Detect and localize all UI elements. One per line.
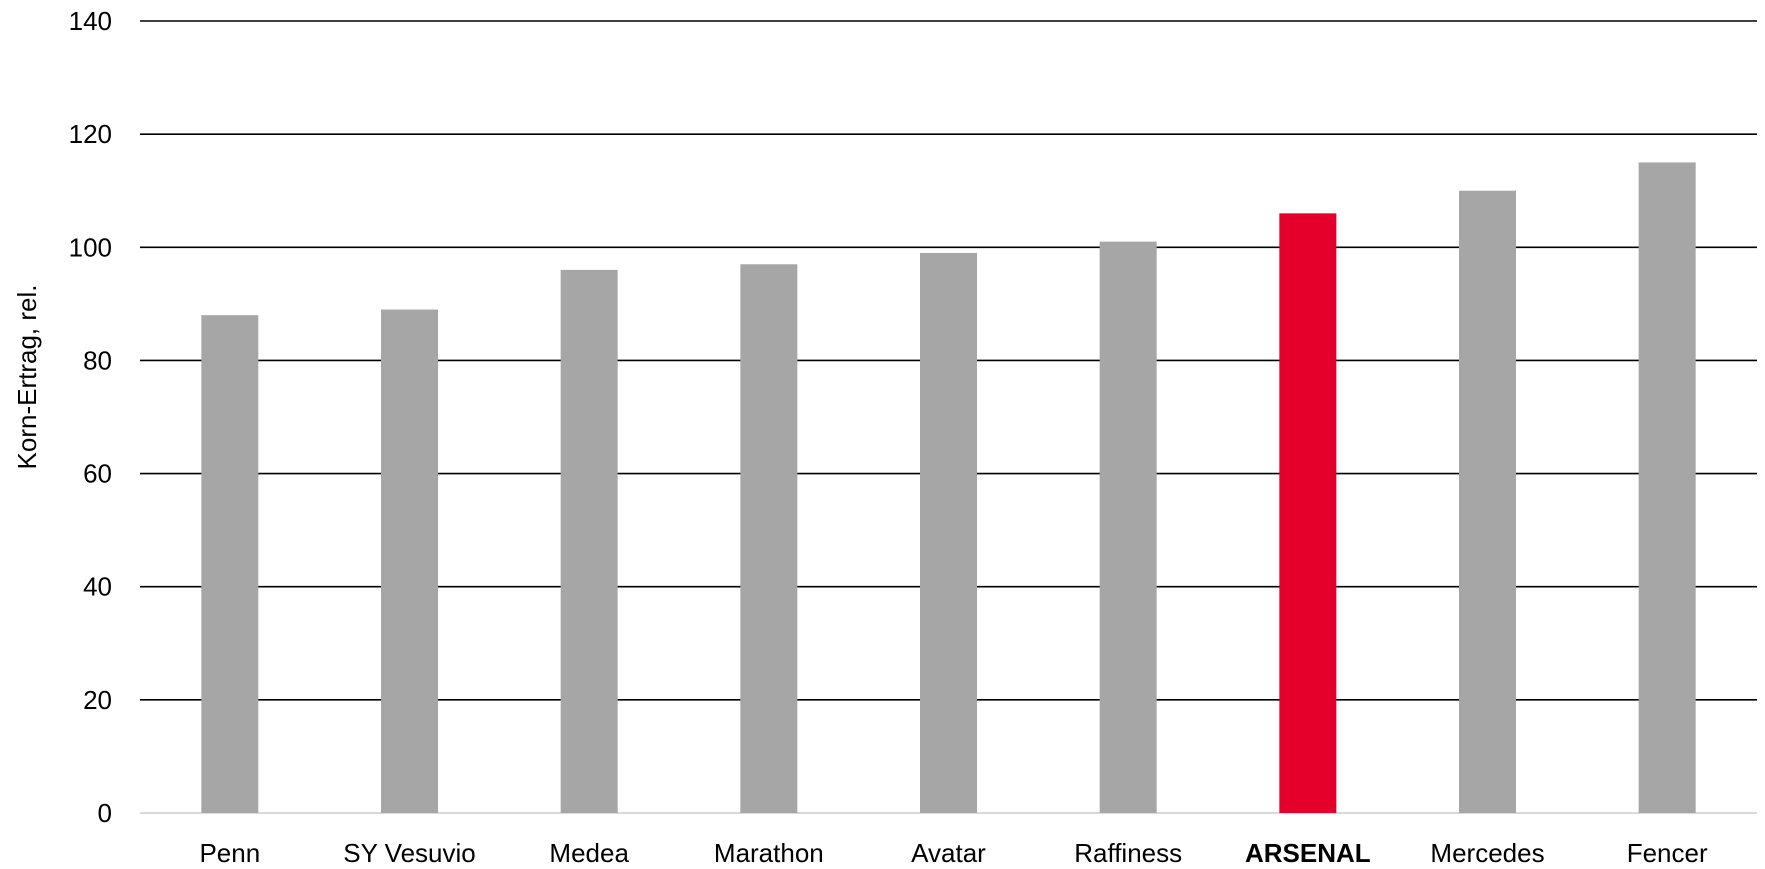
y-axis-label: Korn-Ertrag, rel.: [12, 285, 42, 470]
bar-penn: [201, 315, 259, 813]
bar-fencer: [1638, 162, 1696, 813]
y-tick-label: 40: [83, 572, 112, 602]
x-category-label: Penn: [199, 838, 260, 868]
bar-raffiness: [1099, 241, 1157, 814]
y-tick-label: 120: [69, 119, 112, 149]
x-category-label: Fencer: [1627, 838, 1708, 868]
x-category-label: Mercedes: [1430, 838, 1544, 868]
bar-medea: [560, 269, 618, 813]
y-tick-label: 0: [98, 798, 112, 828]
y-tick-label: 60: [83, 459, 112, 489]
bar-sy-vesuvio: [381, 309, 438, 813]
x-category-label: Raffiness: [1074, 838, 1182, 868]
y-tick-label: 20: [83, 685, 112, 715]
x-category-label: Marathon: [714, 838, 824, 868]
x-axis-labels: Penn SY Vesuvio Medea Marathon Avatar Raffine…: [199, 838, 1708, 868]
y-tick-label: 80: [83, 345, 112, 375]
x-category-label: ARSENAL: [1245, 838, 1371, 868]
x-category-label: SY Vesuvio: [343, 838, 476, 868]
x-category-label: Avatar: [911, 838, 986, 868]
bar-arsenal: [1279, 213, 1337, 814]
y-axis-ticks: 0 20 40 60 80 100 120 140: [69, 6, 112, 828]
bars: [201, 162, 1696, 814]
y-tick-label: 100: [69, 232, 112, 262]
x-category-label: Medea: [549, 838, 629, 868]
y-tick-label: 140: [69, 6, 112, 36]
bar-avatar: [920, 252, 977, 813]
bar-marathon: [740, 264, 798, 813]
bar-mercedes: [1459, 190, 1516, 813]
